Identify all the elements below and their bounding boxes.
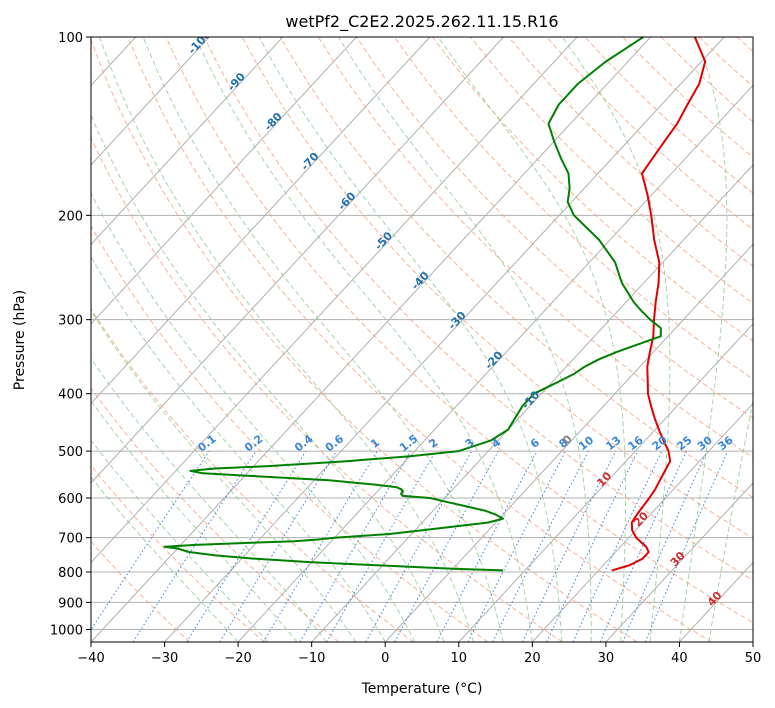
isotherm-line <box>605 482 753 642</box>
y-tick-label: 1000 <box>50 623 83 638</box>
dry-adiabat <box>91 136 563 642</box>
x-tick-label: 50 <box>745 651 762 666</box>
dry-adiabat <box>91 38 638 642</box>
isotherm-line <box>91 37 578 564</box>
mixing-ratio-line <box>622 450 708 642</box>
dry-adiabat <box>127 37 713 642</box>
isotherm-line <box>384 243 753 642</box>
moist-adiabat <box>561 37 671 642</box>
moist-adiabat <box>142 37 504 642</box>
moist-adiabat <box>91 439 268 642</box>
y-tick-label: 400 <box>58 388 83 403</box>
dry-adiabat <box>432 37 753 342</box>
x-tick-label: 40 <box>671 651 688 666</box>
isotherm-line <box>458 323 753 642</box>
mixing-ratio-line <box>599 450 688 642</box>
isotherm-line <box>237 84 753 642</box>
isotherm-line <box>531 402 753 642</box>
plot-frame <box>90 36 754 643</box>
x-tick-label: −20 <box>224 651 251 666</box>
x-tick-label: 20 <box>524 651 541 666</box>
x-tick-label: 10 <box>451 651 468 666</box>
mixing-ratio-line <box>492 450 589 642</box>
moist-adiabat <box>99 37 474 642</box>
isotherm-line <box>91 37 284 246</box>
dry-adiabat <box>355 37 753 419</box>
y-tick-label: 300 <box>58 314 83 329</box>
dry-adiabat <box>203 37 753 581</box>
y-tick-label: 500 <box>58 445 83 460</box>
dry-adiabat <box>279 37 753 499</box>
mixing-ratio-line <box>644 450 729 642</box>
dry-adiabat <box>165 37 753 624</box>
moist-adiabat <box>678 37 728 642</box>
y-tick-label: 600 <box>58 492 83 507</box>
mixing-ratio-line <box>394 450 499 642</box>
isotherm-line <box>91 37 357 325</box>
isotherm-line <box>91 37 431 405</box>
moist-adiabat <box>195 37 533 642</box>
mixing-ratio-line <box>132 450 257 642</box>
x-tick-label: 0 <box>381 651 389 666</box>
x-axis-label: Temperature (°C) <box>361 681 483 697</box>
dry-adiabat <box>91 307 414 642</box>
moist-adiabat <box>91 309 357 642</box>
y-tick-label: 800 <box>58 566 83 581</box>
isotherm-line <box>164 37 725 642</box>
y-tick-label: 100 <box>58 31 83 46</box>
plot-area: 0.1 0.2 0.4 0.6 1 1.5 2 3 4 6 8 10 13 16 20 25 30 36-100-… <box>91 37 753 642</box>
isotherm-line <box>91 37 210 166</box>
moist-adiabat <box>708 397 753 642</box>
moist-adiabat <box>91 255 386 642</box>
chart-title: wetPf2_C2E2.2025.262.11.15.R16 <box>285 12 558 32</box>
moist-adiabat <box>437 37 626 642</box>
dry-adiabat <box>470 37 753 304</box>
x-tick-label: 30 <box>598 651 615 666</box>
moist-adiabat <box>338 37 592 642</box>
x-tick-label: −30 <box>151 651 178 666</box>
x-tick-label: −10 <box>298 651 325 666</box>
isotherm-line <box>91 37 651 642</box>
dewpoint-profile <box>163 37 662 572</box>
y-axis-label: Pressure (hPa) <box>12 290 28 390</box>
temperature-profile <box>611 37 707 572</box>
x-tick-label: −40 <box>77 651 104 666</box>
mixing-ratio-line <box>91 450 210 631</box>
dry-adiabat <box>241 37 753 540</box>
mixing-ratio-line <box>365 450 473 642</box>
dry-adiabat <box>91 225 489 642</box>
moist-adiabat <box>91 476 239 642</box>
dry-adiabat <box>91 540 191 642</box>
y-tick-label: 700 <box>58 532 83 547</box>
moist-adiabat <box>258 37 563 642</box>
y-tick-label: 200 <box>58 209 83 224</box>
mixing-ratio-line <box>219 450 338 642</box>
dry-adiabat <box>91 464 265 642</box>
y-tick-label: 900 <box>58 596 83 611</box>
isotherm-line <box>91 37 504 484</box>
